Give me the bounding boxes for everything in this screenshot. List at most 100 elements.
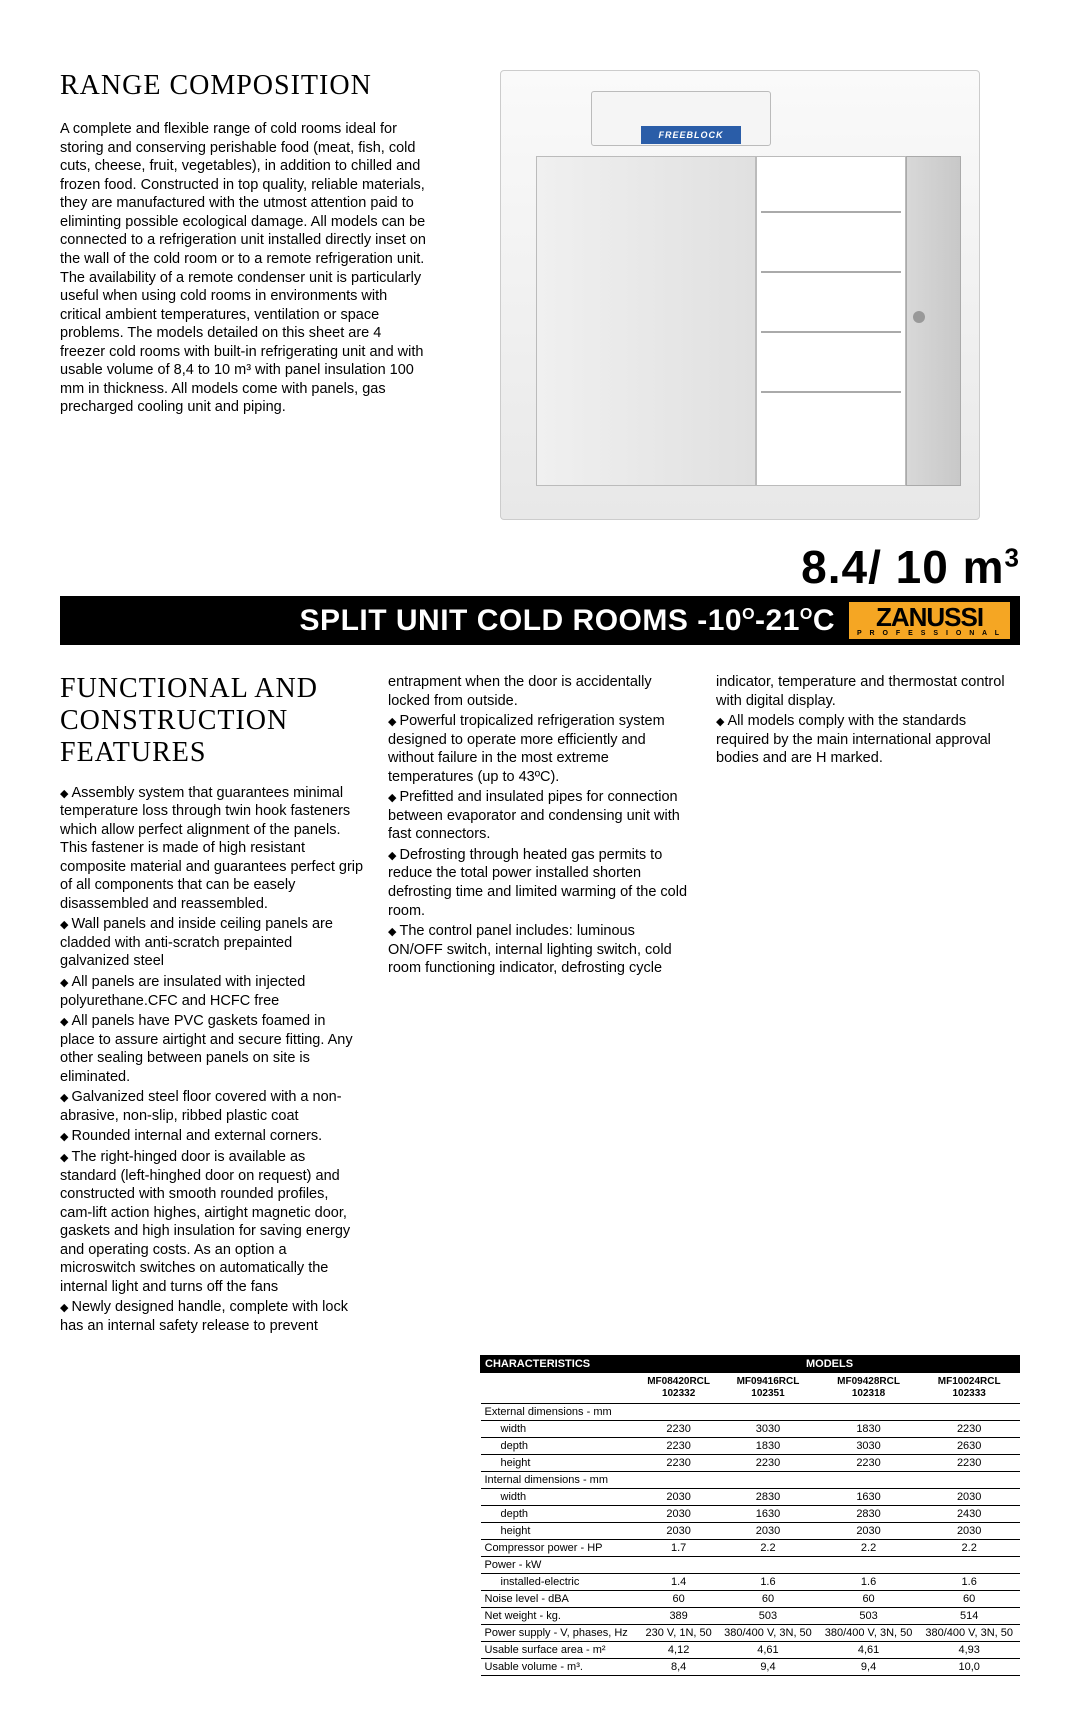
table-cell: 8,4 [640, 1659, 718, 1676]
table-cell: 60 [919, 1591, 1020, 1608]
table-cell [919, 1472, 1020, 1489]
table-row: width2230303018302230 [481, 1421, 1020, 1438]
table-header-row: CHARACTERISTICS MODELS [481, 1356, 1020, 1373]
table-cell: 514 [919, 1608, 1020, 1625]
table-cell: 2030 [919, 1489, 1020, 1506]
features-section: FUNCTIONAL AND CONSTRUCTION FEATURES Ass… [60, 673, 1020, 1337]
table-cell: 2830 [718, 1489, 819, 1506]
table-cell: 1.6 [919, 1574, 1020, 1591]
feature-item: Prefitted and insulated pipes for connec… [388, 788, 692, 844]
door-handle-icon [913, 311, 925, 323]
title-degree: O [800, 606, 813, 623]
table-cell: 4,12 [640, 1642, 718, 1659]
table-cell: 2230 [718, 1455, 819, 1472]
table-row: depth2230183030302630 [481, 1438, 1020, 1455]
table-model-header: MF10024RCL102333 [919, 1373, 1020, 1404]
table-row: Power - kW [481, 1557, 1020, 1574]
table-row-label: Internal dimensions - mm [481, 1472, 640, 1489]
table-cell: 1.6 [718, 1574, 819, 1591]
table-cell: 380/400 V, 3N, 50 [919, 1625, 1020, 1642]
table-cell: 503 [718, 1608, 819, 1625]
feature-item: entrapment when the door is accidentally… [388, 673, 692, 710]
table-row-label: depth [481, 1438, 640, 1455]
features-list-2: entrapment when the door is accidentally… [388, 673, 692, 978]
brand-subtitle: P R O F E S S I O N A L [857, 630, 1002, 637]
table-cell [919, 1404, 1020, 1421]
table-row-label: height [481, 1523, 640, 1540]
table-row-label: depth [481, 1506, 640, 1523]
feature-item: All panels have PVC gaskets foamed in pl… [60, 1012, 364, 1086]
table-cell: 2.2 [919, 1540, 1020, 1557]
table-cell: 230 V, 1N, 50 [640, 1625, 718, 1642]
feature-item: Rounded internal and external corners. [60, 1127, 364, 1146]
table-cell: 2.2 [818, 1540, 919, 1557]
table-cell: 380/400 V, 3N, 50 [718, 1625, 819, 1642]
table-cell: 2230 [919, 1455, 1020, 1472]
shelf-icon [761, 391, 901, 393]
title-bar: SPLIT UNIT COLD ROOMS -10O-21OC ZANUSSI … [60, 596, 1020, 645]
table-cell: 2030 [640, 1506, 718, 1523]
table-row-label: External dimensions - mm [481, 1404, 640, 1421]
table-models-row: MF08420RCL102332MF09416RCL102351MF09428R… [481, 1373, 1020, 1404]
title-degree: O [742, 606, 755, 623]
features-heading: FUNCTIONAL AND CONSTRUCTION FEATURES [60, 673, 364, 770]
table-cell: 4,93 [919, 1642, 1020, 1659]
table-cell [718, 1404, 819, 1421]
feature-item: Defrosting through heated gas permits to… [388, 846, 692, 920]
feature-item: All models comply with the standards req… [716, 712, 1020, 768]
table-cell: 2030 [818, 1523, 919, 1540]
feature-item: All panels are insulated with injected p… [60, 973, 364, 1010]
table-row: width2030283016302030 [481, 1489, 1020, 1506]
table-cell [640, 1557, 718, 1574]
table-row-label: Compressor power - HP [481, 1540, 640, 1557]
title-part-b: -21 [755, 604, 800, 637]
top-section: RANGE COMPOSITION A complete and flexibl… [60, 70, 1020, 520]
table-cell [640, 1472, 718, 1489]
table-cell [919, 1557, 1020, 1574]
table-cell: 2830 [818, 1506, 919, 1523]
table-cell: 389 [640, 1608, 718, 1625]
table-body: External dimensions - mmwidth22303030183… [481, 1404, 1020, 1676]
table-cell: 1630 [718, 1506, 819, 1523]
feature-item: Wall panels and inside ceiling panels ar… [60, 915, 364, 971]
table-cell: 4,61 [818, 1642, 919, 1659]
feature-item: Powerful tropicalized refrigeration syst… [388, 712, 692, 786]
spec-table: CHARACTERISTICS MODELS MF08420RCL102332M… [480, 1355, 1020, 1676]
table-cell: 2630 [919, 1438, 1020, 1455]
table-row-label: Net weight - kg. [481, 1608, 640, 1625]
table-row-label: width [481, 1421, 640, 1438]
table-cell: 2030 [640, 1489, 718, 1506]
table-cell: 10,0 [919, 1659, 1020, 1676]
table-cell: 1.6 [818, 1574, 919, 1591]
table-cell [640, 1404, 718, 1421]
range-column: RANGE COMPOSITION A complete and flexibl… [60, 70, 430, 520]
features-list-3: indicator, temperature and thermostat co… [716, 673, 1020, 768]
table-header-characteristics: CHARACTERISTICS [481, 1356, 640, 1373]
title-part-c: C [813, 604, 835, 637]
table-row: height2230223022302230 [481, 1455, 1020, 1472]
table-cell: 60 [640, 1591, 718, 1608]
table-cell: 503 [818, 1608, 919, 1625]
features-list-1: Assembly system that guarantees minimal … [60, 784, 364, 1336]
table-cell: 1830 [718, 1438, 819, 1455]
volume-value: 8.4/ 10 m [801, 541, 1004, 593]
feature-item: The right-hinged door is available as st… [60, 1148, 364, 1296]
table-row-label: Power - kW [481, 1557, 640, 1574]
product-brand-label: FREEBLOCK [641, 126, 741, 144]
table-row: Compressor power - HP1.72.22.22.2 [481, 1540, 1020, 1557]
table-cell: 2430 [919, 1506, 1020, 1523]
product-image: FREEBLOCK [500, 70, 980, 520]
table-cell: 1830 [818, 1421, 919, 1438]
title-bar-text: SPLIT UNIT COLD ROOMS -10O-21OC [300, 604, 835, 638]
table-row: Net weight - kg.389503503514 [481, 1608, 1020, 1625]
table-model-header: MF09428RCL102318 [818, 1373, 919, 1404]
shelf-icon [761, 211, 901, 213]
table-row: Noise level - dBA60606060 [481, 1591, 1020, 1608]
table-cell: 3030 [818, 1438, 919, 1455]
table-model-header: MF09416RCL102351 [718, 1373, 819, 1404]
features-col-3: indicator, temperature and thermostat co… [716, 673, 1020, 1337]
features-col-1: FUNCTIONAL AND CONSTRUCTION FEATURES Ass… [60, 673, 364, 1337]
table-cell [718, 1557, 819, 1574]
table-cell: 1.7 [640, 1540, 718, 1557]
table-row: Internal dimensions - mm [481, 1472, 1020, 1489]
